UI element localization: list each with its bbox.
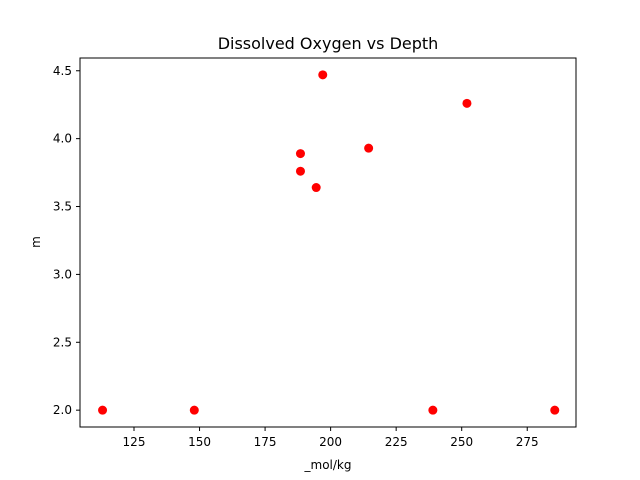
y-axis: 2.0 2.5 3.0 3.5 4.0 4.5 (53, 64, 80, 417)
chart-title: Dissolved Oxygen vs Depth (218, 34, 439, 53)
axes-frame (79, 57, 577, 428)
y-tick-label: 2.0 (53, 403, 72, 417)
data-point (295, 149, 305, 159)
x-axis: 125 150 175 200 225 250 275 (123, 427, 539, 449)
data-point (98, 405, 108, 415)
data-point (550, 405, 560, 415)
data-point (295, 166, 305, 176)
data-point (311, 183, 321, 193)
data-point (364, 143, 374, 153)
y-tick-label: 2.5 (53, 335, 72, 349)
y-tick-label: 4.0 (53, 132, 72, 146)
y-tick-label: 4.5 (53, 64, 72, 78)
y-tick-label: 3.5 (53, 200, 72, 214)
y-tick-label: 3.0 (53, 267, 72, 281)
x-tick-label: 250 (450, 435, 473, 449)
data-points (98, 70, 560, 415)
y-axis-label: m (29, 236, 43, 248)
x-tick-label: 225 (385, 435, 408, 449)
data-point (318, 70, 328, 80)
data-point (462, 98, 472, 108)
plot-area (79, 57, 577, 428)
x-axis-label: _mol/kg (304, 458, 352, 472)
data-point (189, 405, 199, 415)
x-tick-label: 175 (254, 435, 277, 449)
data-point (428, 405, 438, 415)
x-tick-label: 125 (123, 435, 146, 449)
x-tick-label: 200 (319, 435, 342, 449)
x-tick-label: 275 (516, 435, 539, 449)
x-tick-label: 150 (188, 435, 211, 449)
